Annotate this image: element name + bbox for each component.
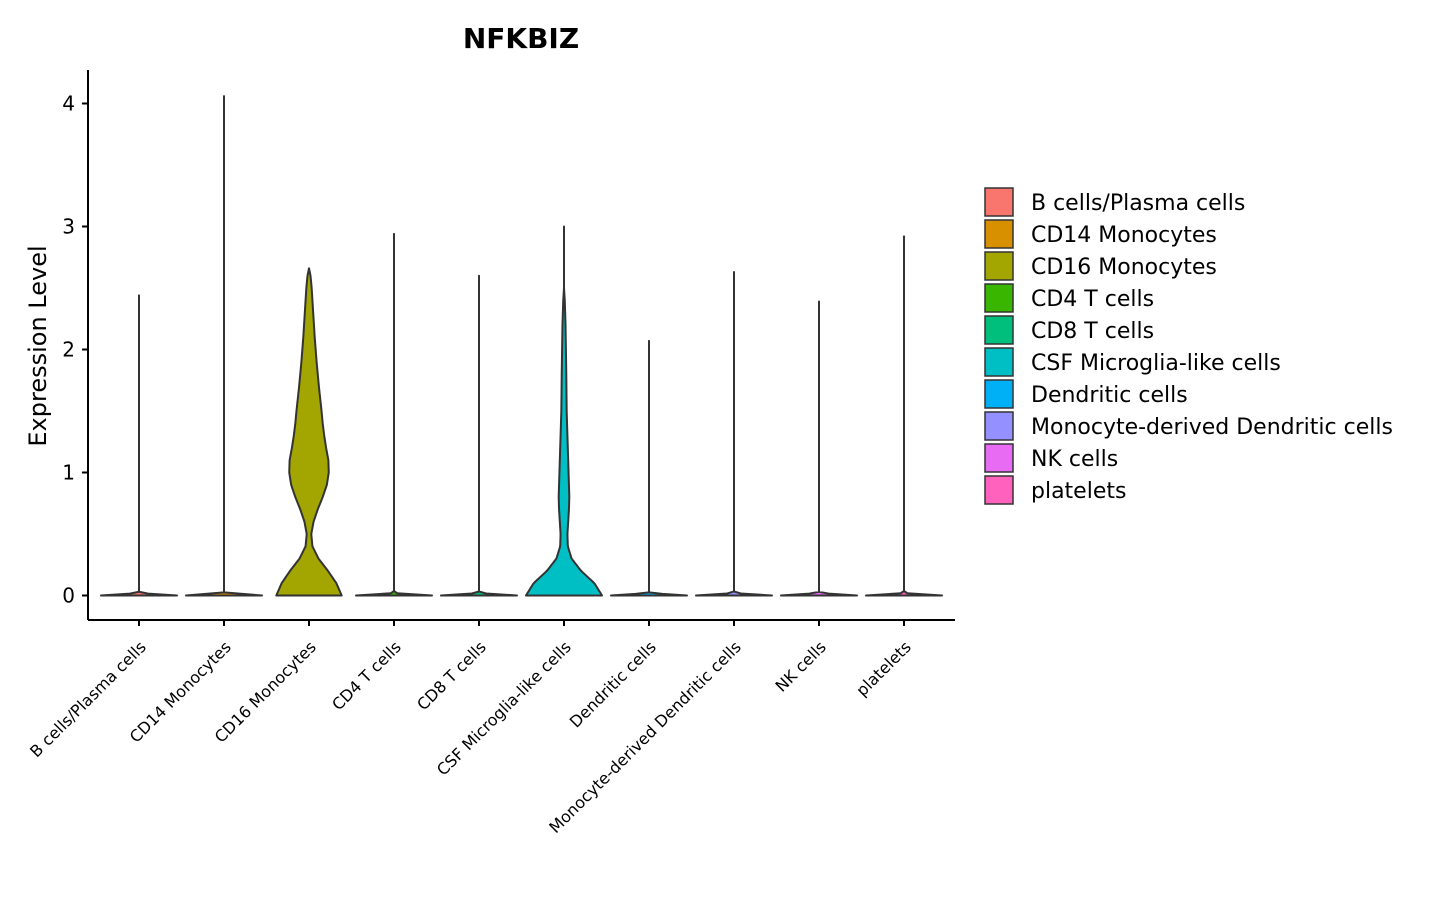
legend-label: CD14 Monocytes	[1031, 223, 1217, 248]
legend-label: Dendritic cells	[1031, 383, 1188, 408]
chart-title: NFKBIZ	[463, 22, 579, 55]
x-tick-label: CD8 T cells	[413, 637, 490, 714]
violin-platelets	[865, 235, 943, 597]
x-tick-label: platelets	[852, 637, 915, 700]
y-tick-label: 2	[62, 338, 75, 362]
violin-csf-microglia-like-cells	[525, 225, 603, 597]
legend-swatch	[984, 283, 1014, 313]
legend-swatch	[984, 443, 1014, 473]
legend-swatch	[984, 219, 1014, 249]
x-tick-label: Dendritic cells	[566, 637, 660, 731]
violin-b-cells-plasma-cells	[100, 294, 178, 597]
legend-swatch	[984, 315, 1014, 345]
legend-swatch	[984, 251, 1014, 281]
x-tick-label: Monocyte-derived Dendritic cells	[545, 637, 745, 837]
violin-dendritic-cells	[610, 339, 688, 597]
x-tick-label: CD4 T cells	[328, 637, 405, 714]
y-axis-title: Expression Level	[24, 245, 52, 446]
legend-label: B cells/Plasma cells	[1031, 191, 1245, 216]
legend-label: CD4 T cells	[1031, 287, 1154, 312]
legend-swatch	[984, 187, 1014, 217]
legend-label: CD16 Monocytes	[1031, 255, 1217, 280]
legend-swatch	[984, 347, 1014, 377]
x-tick-label: NK cells	[772, 637, 830, 695]
legend-swatch	[984, 475, 1014, 505]
x-tick-label: B cells/Plasma cells	[26, 637, 150, 761]
legend: B cells/Plasma cells CD14 Monocytes CD16 M…	[984, 187, 1393, 505]
y-tick-label: 1	[62, 461, 75, 485]
legend-swatch	[984, 411, 1014, 441]
violin-cd4-t-cells	[355, 232, 433, 597]
violin-group	[100, 95, 943, 597]
legend-label: NK cells	[1031, 447, 1118, 472]
y-tick-label: 4	[62, 92, 75, 116]
y-tick-label: 3	[62, 215, 75, 239]
legend-label: CD8 T cells	[1031, 319, 1154, 344]
legend-label: platelets	[1031, 479, 1126, 504]
y-tick-label: 0	[62, 584, 75, 608]
legend-label: Monocyte-derived Dendritic cells	[1031, 415, 1393, 440]
violin-nk-cells	[780, 300, 858, 597]
legend-label: CSF Microglia-like cells	[1031, 351, 1281, 376]
violin-cd16-monocytes	[275, 267, 343, 597]
violin-monocyte-derived-dendritic-cells	[695, 271, 773, 597]
legend-swatch	[984, 379, 1014, 409]
violin-cd14-monocytes	[185, 95, 263, 597]
violin-cd8-t-cells	[440, 274, 518, 597]
